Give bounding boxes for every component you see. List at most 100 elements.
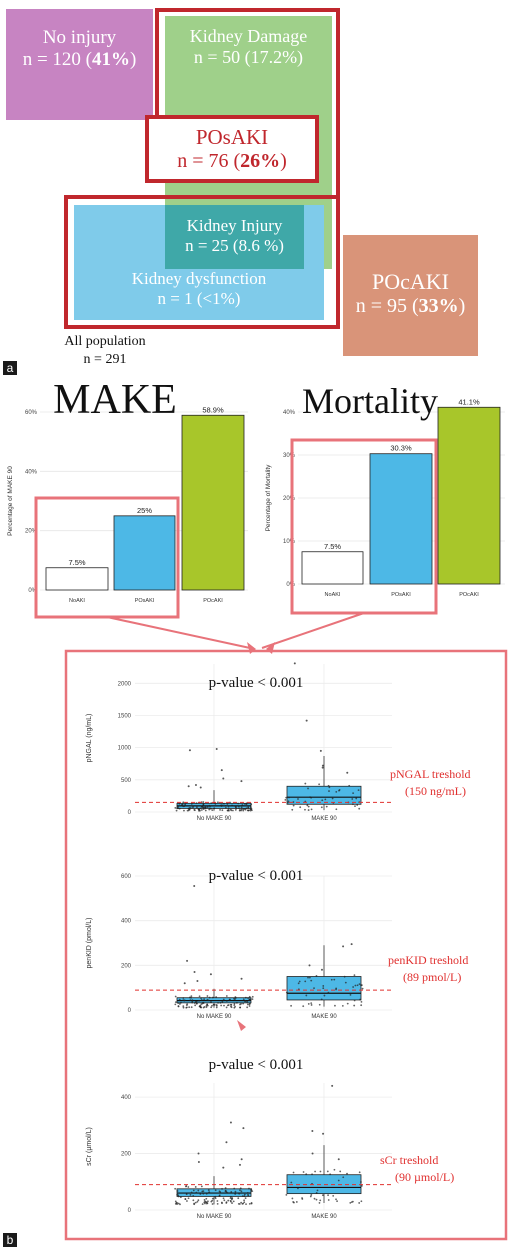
- data-point: [233, 1002, 236, 1005]
- data-point: [360, 1200, 363, 1203]
- data-point: [292, 804, 295, 807]
- data-point: [360, 1185, 363, 1187]
- data-point: [245, 1203, 247, 1206]
- data-point: [306, 804, 309, 807]
- data-point: [210, 802, 213, 804]
- data-point: [328, 786, 331, 789]
- data-point: [199, 1006, 202, 1009]
- data-point: [360, 1000, 363, 1003]
- data-point: [319, 1199, 322, 1202]
- data-point: [215, 1003, 218, 1006]
- data-point: [288, 796, 290, 799]
- data-point: [200, 997, 202, 1000]
- data-point: [221, 1187, 223, 1190]
- data-point: [304, 980, 307, 983]
- ytick-label: 0: [128, 1208, 132, 1214]
- data-point: [190, 1006, 193, 1009]
- ytick-label: 2000: [118, 681, 132, 687]
- data-point: [191, 999, 194, 1002]
- data-point: [198, 995, 201, 998]
- data-point: [210, 1006, 213, 1009]
- data-point: [206, 1003, 209, 1006]
- data-point: [335, 791, 338, 793]
- data-point: [203, 998, 206, 1001]
- data-point: [224, 806, 227, 809]
- data-point: [291, 1197, 294, 1200]
- data-point: [207, 999, 210, 1002]
- outlier-point: [215, 747, 218, 750]
- data-point: [287, 800, 290, 803]
- data-point: [229, 808, 232, 811]
- data-point: [353, 999, 356, 1002]
- no-injury-box: No injury n = 120 (41%): [6, 9, 153, 120]
- data-point: [346, 1002, 349, 1005]
- data-point: [246, 1006, 249, 1009]
- data-point: [239, 1006, 241, 1009]
- posaki-outline-lower: [64, 195, 340, 329]
- posaki-outline-leftlink: [155, 8, 159, 116]
- penkid-boxplot: 0 200 400 600 penKID treshold (89 pmol/L) No M…: [86, 868, 468, 1020]
- threshold-label: pNGAL treshold: [390, 767, 471, 781]
- data-point: [244, 996, 247, 999]
- ytick-label: 40%: [283, 410, 296, 416]
- data-point: [189, 999, 192, 1002]
- data-point: [205, 1197, 208, 1200]
- data-point: [331, 797, 334, 800]
- data-point: [305, 1173, 308, 1176]
- data-point: [250, 1202, 253, 1205]
- data-point: [248, 1202, 251, 1205]
- kidney-injury-count: n = 25 (8.6 %): [185, 236, 284, 255]
- data-point: [192, 806, 194, 809]
- chart-title: MAKE: [53, 378, 177, 423]
- data-point: [356, 804, 359, 806]
- data-point: [327, 991, 330, 994]
- data-point: [192, 1199, 195, 1202]
- chart-title: p-value < 0.001: [209, 675, 304, 691]
- data-point: [246, 1192, 249, 1194]
- data-point: [315, 1198, 318, 1201]
- data-point: [319, 1170, 322, 1173]
- data-point: [240, 1201, 243, 1204]
- data-point: [200, 809, 203, 811]
- ytick-label: 60%: [25, 410, 38, 416]
- data-point: [182, 1005, 185, 1008]
- data-point: [206, 806, 209, 808]
- data-point: [324, 798, 327, 801]
- data-point: [248, 1005, 251, 1007]
- bar-value-label: 7.5%: [324, 542, 341, 551]
- data-point: [305, 994, 308, 997]
- data-point: [307, 787, 309, 790]
- data-point: [234, 1190, 237, 1193]
- data-point: [209, 807, 212, 810]
- bar-noaki: [301, 551, 364, 585]
- data-point: [360, 1181, 362, 1183]
- data-point: [188, 808, 191, 811]
- data-point: [229, 1195, 232, 1198]
- outlier-point: [197, 1152, 200, 1155]
- data-point: [341, 1004, 344, 1007]
- data-point: [196, 806, 198, 809]
- data-point: [248, 809, 250, 812]
- data-point: [218, 1195, 221, 1197]
- data-point: [320, 998, 323, 1001]
- data-point: [180, 804, 183, 806]
- data-point: [349, 993, 352, 996]
- bar-value-label: 25%: [137, 506, 152, 515]
- xtick-label: NoAKI: [69, 598, 85, 604]
- data-point: [200, 1185, 203, 1188]
- data-point: [251, 1190, 254, 1193]
- data-point: [243, 1201, 246, 1204]
- outlier-point: [225, 1141, 228, 1144]
- data-point: [195, 802, 198, 805]
- data-point: [225, 1000, 228, 1002]
- outlier-point: [331, 1084, 334, 1087]
- y-axis-label: penKID (pmol/L): [86, 918, 93, 969]
- data-point: [242, 809, 245, 812]
- outlier-point: [240, 977, 243, 980]
- data-point: [201, 1203, 204, 1206]
- data-point: [315, 975, 318, 977]
- data-point: [190, 802, 193, 805]
- data-point: [304, 808, 306, 811]
- data-point: [189, 807, 192, 809]
- ytick-label: 20%: [25, 529, 38, 535]
